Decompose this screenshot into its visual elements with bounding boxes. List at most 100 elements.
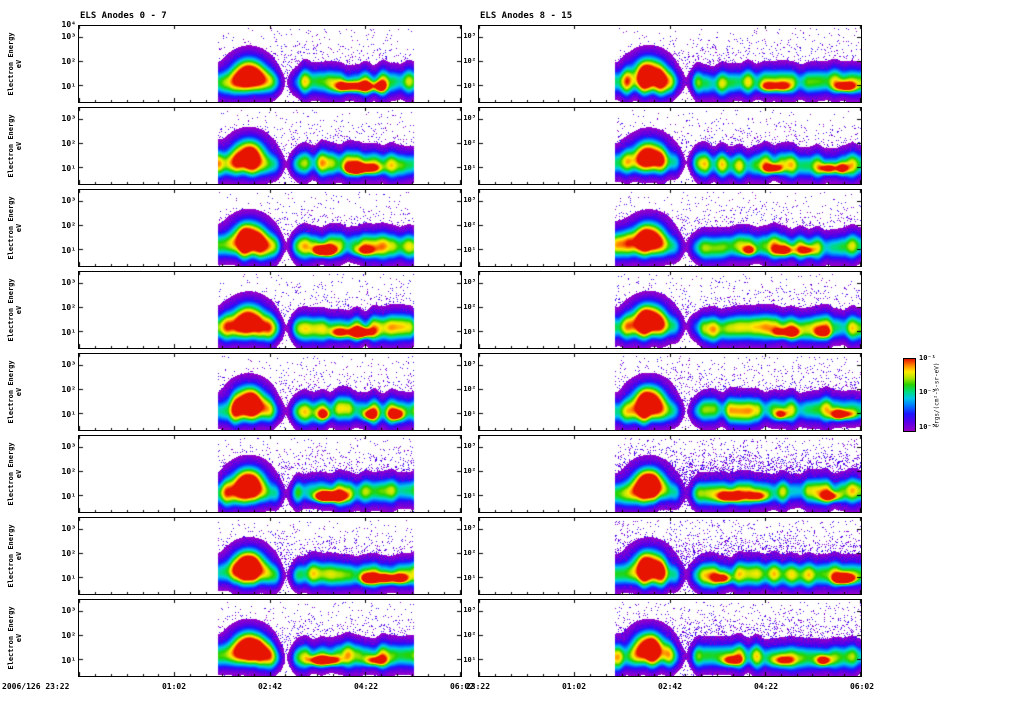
colorbar-gradient (903, 358, 916, 432)
y-tick-label: 10¹ (61, 81, 76, 91)
x-tick-label: 02:42 (257, 682, 283, 691)
y-axis-title: Electron Energy (6, 278, 15, 342)
y-tick-label: 10¹ (463, 327, 476, 336)
y-tick-label: 10³ (61, 277, 76, 287)
y-axis-label: Electron Energy eV (2, 517, 28, 595)
y-tick-label: 10² (463, 56, 476, 65)
y-axis-title: Electron Energy (6, 196, 15, 260)
y-tick-label: 10³ (61, 441, 76, 451)
y-tick-label: 10¹ (463, 409, 476, 418)
y-tick-label: 10¹ (61, 163, 76, 173)
y-tick-label: 10¹ (463, 81, 476, 90)
y-axis-label: Electron Energy eV (2, 599, 28, 677)
y-tick-label: 10¹ (61, 573, 76, 583)
x-tick-label: 23:22 (465, 682, 491, 691)
spectrogram-panel-anode-13 (478, 435, 862, 513)
x-tick-label: 02:42 (657, 682, 683, 691)
y-tick-label: 10² (463, 220, 476, 229)
spectrogram-canvas-anode-6 (79, 518, 461, 594)
y-tick-label: 10² (463, 548, 476, 557)
spectrogram-canvas-anode-13 (479, 436, 861, 512)
y-axis-unit: eV (15, 633, 23, 643)
x-tick-label: 01:02 (161, 682, 187, 691)
y-axis-unit: eV (15, 387, 23, 397)
spectrogram-panel-anode-8 (478, 25, 862, 103)
y-tick-label: 10² (61, 138, 76, 148)
y-tick-label: 10¹ (61, 245, 76, 255)
spectrogram-panel-anode-14 (478, 517, 862, 595)
y-tick-label: 10³ (463, 441, 476, 450)
spectrogram-canvas-anode-0 (79, 26, 461, 102)
y-axis-unit: eV (15, 223, 23, 233)
y-tick-label: 10² (61, 220, 76, 230)
spectrogram-panel-anode-15 (478, 599, 862, 677)
spectrogram-canvas-anode-3 (79, 272, 461, 348)
column-title-anodes-8-15: ELS Anodes 8 - 15 (480, 11, 573, 21)
y-tick-label: 10² (61, 466, 76, 476)
y-tick-label: 10² (61, 548, 76, 558)
y-axis-label-text: Electron Energy eV (7, 435, 23, 513)
y-axis-unit: eV (15, 141, 23, 151)
y-tick-label: 10¹ (463, 573, 476, 582)
y-tick-label: 10³ (61, 523, 76, 533)
y-axis-label-text: Electron Energy eV (7, 599, 23, 677)
y-axis-label: Electron Energy eV (2, 271, 28, 349)
spectrogram-canvas-anode-10 (479, 190, 861, 266)
spectrogram-panel-anode-0 (78, 25, 462, 103)
spectrogram-canvas-anode-2 (79, 190, 461, 266)
y-tick-label: 10³ (463, 277, 476, 286)
spectrogram-canvas-anode-11 (479, 272, 861, 348)
x-tick-label: 2006/126 23:22 (2, 682, 70, 691)
y-tick-label: 10³ (463, 359, 476, 368)
y-tick-label: 10² (61, 56, 76, 66)
spectrogram-panel-anode-12 (478, 353, 862, 431)
x-tick-label: 06:02 (849, 682, 875, 691)
y-axis-title: Electron Energy (6, 524, 15, 588)
x-tick-label: 04:22 (353, 682, 379, 691)
spectrogram-canvas-anode-8 (479, 26, 861, 102)
spectrogram-panel-anode-10 (478, 189, 862, 267)
y-tick-label: 10¹ (463, 245, 476, 254)
y-axis-label: Electron Energy eV (2, 189, 28, 267)
x-tick-label: 04:22 (753, 682, 779, 691)
y-tick-label: 10² (61, 302, 76, 312)
spectrogram-canvas-anode-7 (79, 600, 461, 676)
spectrogram-panel-anode-1 (78, 107, 462, 185)
spectrogram-canvas-anode-1 (79, 108, 461, 184)
colorbar-tick-label: 10⁻³ (919, 388, 936, 396)
y-tick-label: 10² (463, 384, 476, 393)
spectrogram-canvas-anode-9 (479, 108, 861, 184)
x-tick-label: 01:02 (561, 682, 587, 691)
y-axis-label-text: Electron Energy eV (7, 271, 23, 349)
y-axis-unit: eV (15, 59, 23, 69)
y-tick-label: 10² (61, 630, 76, 640)
y-axis-label-text: Electron Energy eV (7, 517, 23, 595)
y-axis-label-text: Electron Energy eV (7, 353, 23, 431)
y-tick-label: 10² (463, 630, 476, 639)
y-tick-label: 10³ (463, 113, 476, 122)
y-tick-label: 10² (463, 138, 476, 147)
y-tick-label: 10¹ (61, 491, 76, 501)
y-tick-label: 10¹ (463, 491, 476, 500)
y-tick-label: 10² (463, 466, 476, 475)
y-axis-title: Electron Energy (6, 360, 15, 424)
y-tick-label: 10² (463, 302, 476, 311)
y-tick-label: 10³ (463, 605, 476, 614)
y-axis-title: Electron Energy (6, 114, 15, 178)
y-tick-label: 10² (61, 384, 76, 394)
spectrogram-canvas-anode-15 (479, 600, 861, 676)
y-tick-label: 10¹ (61, 327, 76, 337)
spectrogram-canvas-anode-4 (79, 354, 461, 430)
spectrogram-canvas-anode-12 (479, 354, 861, 430)
spectrogram-panel-anode-11 (478, 271, 862, 349)
y-tick-label: 10³ (61, 605, 76, 615)
spectrogram-canvas-anode-5 (79, 436, 461, 512)
spectrogram-panel-anode-9 (478, 107, 862, 185)
y-tick-label: 10¹ (463, 163, 476, 172)
y-tick-label: 10³ (61, 31, 76, 41)
y-axis-title: Electron Energy (6, 32, 15, 96)
spectrogram-panel-anode-5 (78, 435, 462, 513)
y-axis-label-text: Electron Energy eV (7, 107, 23, 185)
spectrogram-panel-anode-3 (78, 271, 462, 349)
